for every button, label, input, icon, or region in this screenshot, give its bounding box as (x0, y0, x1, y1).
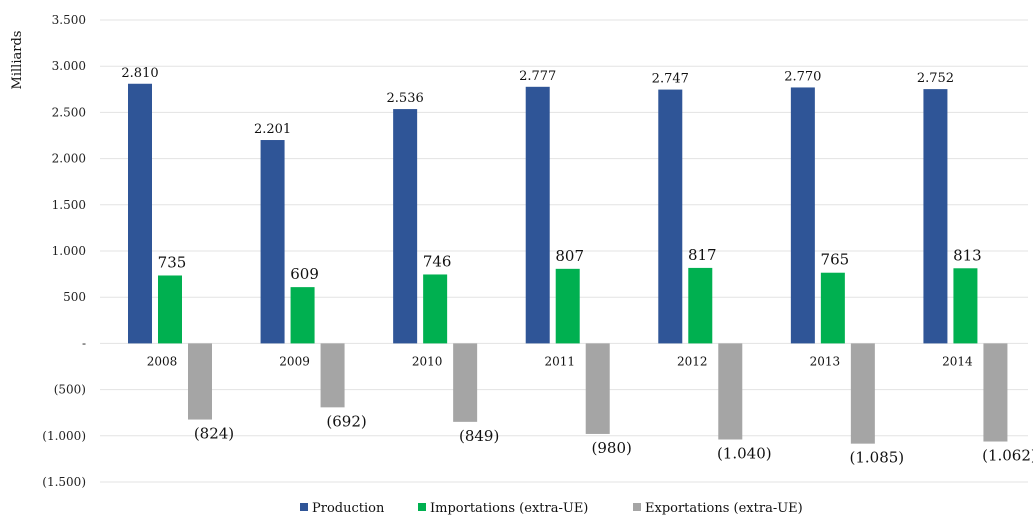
x-axis-categories: 2008 2009 2010 2011 2012 2013 2014 (147, 354, 973, 368)
data-label: (824) (194, 425, 234, 443)
data-labels: 2.810 735 (824) 2.201 609 (692) 2.536 746 (849) 2… (121, 66, 1033, 467)
x-category-label: 2011 (544, 354, 575, 368)
bar-importations-2009 (290, 287, 315, 344)
bar-importations-2014 (953, 268, 978, 344)
y-tick-label: 1.000 (52, 244, 86, 258)
x-category-label: 2009 (279, 354, 310, 368)
y-tick-label: (500) (54, 383, 86, 397)
data-label: 813 (953, 246, 982, 264)
bar-production-2012 (658, 89, 683, 344)
data-label: 2.747 (652, 72, 689, 87)
bar-exportations-2008 (188, 343, 212, 420)
data-label: 2.810 (121, 66, 158, 81)
bar-production-2011 (525, 86, 550, 344)
data-label: 765 (821, 251, 850, 269)
y-tick-label: (1.500) (42, 475, 86, 489)
bar-exportations-2011 (585, 343, 610, 434)
bar-production-2009 (260, 140, 285, 344)
x-category-label: 2012 (677, 354, 708, 368)
data-label: 2.777 (519, 69, 556, 84)
bar-exportations-2013 (850, 343, 875, 444)
y-tick-label: 3.500 (52, 13, 86, 27)
bar-exportations-2012 (718, 343, 743, 440)
bar-importations-2013 (820, 272, 845, 344)
bar-production-2008 (128, 83, 152, 344)
bar-exportations-2010 (453, 343, 478, 422)
bar-importations-2012 (688, 267, 713, 344)
bar-exportations-2014 (983, 343, 1008, 442)
legend-label: Exportations (extra-UE) (645, 501, 803, 516)
y-tick-label: (1.000) (42, 429, 86, 443)
bar-importations-2008 (158, 275, 182, 344)
bar-importations-2011 (555, 268, 580, 344)
data-label: (692) (326, 412, 366, 430)
data-label: (980) (592, 439, 632, 457)
bar-production-2013 (790, 87, 815, 344)
x-category-label: 2013 (810, 354, 841, 368)
legend-swatch (418, 503, 426, 511)
data-label: 807 (555, 247, 584, 265)
data-label: 2.201 (254, 122, 291, 137)
data-label: (1.085) (850, 449, 905, 467)
data-label: 746 (423, 252, 452, 270)
bar-importations-2010 (423, 274, 448, 344)
x-category-label: 2010 (412, 354, 443, 368)
data-label: (849) (459, 427, 499, 445)
data-label: (1.040) (717, 444, 772, 462)
bars (128, 83, 1008, 444)
legend-swatch (633, 503, 641, 511)
data-label: 2.536 (387, 91, 424, 106)
y-axis-ticks: 3.500 3.000 2.500 2.000 1.500 1.000 500 - (500) (… (42, 13, 86, 489)
bar-exportations-2009 (320, 343, 345, 408)
bar-production-2010 (393, 109, 418, 344)
y-tick-label: 1.500 (52, 198, 86, 212)
legend-swatch (300, 503, 308, 511)
y-tick-label: 3.000 (52, 59, 86, 73)
legend-label: Importations (extra-UE) (430, 501, 588, 516)
data-label: 817 (688, 246, 717, 264)
x-category-label: 2008 (147, 354, 178, 368)
legend: Production Importations (extra-UE) Exporta… (300, 501, 803, 516)
y-tick-label: - (82, 336, 86, 350)
y-axis-title: Milliards (10, 31, 25, 90)
data-label: 609 (290, 265, 319, 283)
x-category-label: 2014 (942, 354, 973, 368)
y-tick-label: 2.500 (52, 105, 86, 119)
bar-production-2014 (923, 89, 948, 344)
data-label: (1.062) (982, 447, 1033, 465)
data-label: 2.770 (784, 69, 821, 84)
y-tick-label: 2.000 (52, 152, 86, 166)
data-label: 735 (158, 253, 187, 271)
data-label: 2.752 (917, 71, 954, 86)
y-tick-label: 500 (63, 290, 86, 304)
legend-label: Production (312, 501, 385, 516)
